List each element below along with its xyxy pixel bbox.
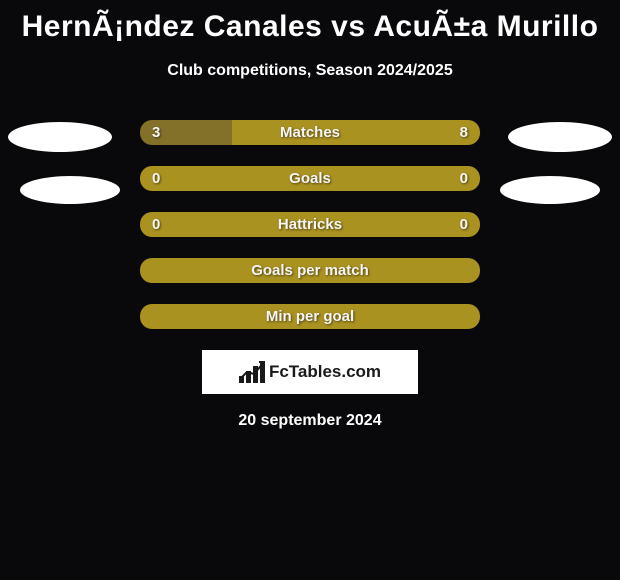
- stat-bar-right: [140, 258, 480, 283]
- logo-bar: [260, 361, 265, 383]
- decorative-ellipse: [500, 176, 600, 204]
- bar-chart-icon: [239, 361, 265, 383]
- decorative-ellipse: [20, 176, 120, 204]
- stat-bar: [140, 258, 480, 283]
- stat-bar-right: [140, 304, 480, 329]
- stat-bar-right: [140, 212, 480, 237]
- stat-bar: [140, 212, 480, 237]
- fctables-logo: FcTables.com: [202, 350, 418, 394]
- stat-bar: [140, 166, 480, 191]
- logo-bar: [239, 376, 244, 383]
- page-title: HernÃ¡ndez Canales vs AcuÃ±a Murillo: [0, 0, 620, 44]
- stat-bar-right: [140, 166, 480, 191]
- stat-bar: [140, 120, 480, 145]
- decorative-ellipse: [508, 122, 612, 152]
- logo-text: FcTables.com: [269, 362, 381, 382]
- stat-rows: Matches38 Goals00 Hattricks00 Goals per mat…: [0, 120, 620, 329]
- stat-bar-right: [232, 120, 480, 145]
- decorative-ellipse: [8, 122, 112, 152]
- stat-row: Goals00: [140, 166, 480, 191]
- subtitle: Club competitions, Season 2024/2025: [0, 62, 620, 80]
- stat-row: Matches38: [140, 120, 480, 145]
- stat-row: Goals per match: [140, 258, 480, 283]
- stat-bar: [140, 304, 480, 329]
- stat-row: Min per goal: [140, 304, 480, 329]
- stat-bar-left: [140, 120, 232, 145]
- stat-row: Hattricks00: [140, 212, 480, 237]
- date-text: 20 september 2024: [0, 412, 620, 430]
- logo-bar: [253, 366, 258, 383]
- logo-bar: [246, 371, 251, 383]
